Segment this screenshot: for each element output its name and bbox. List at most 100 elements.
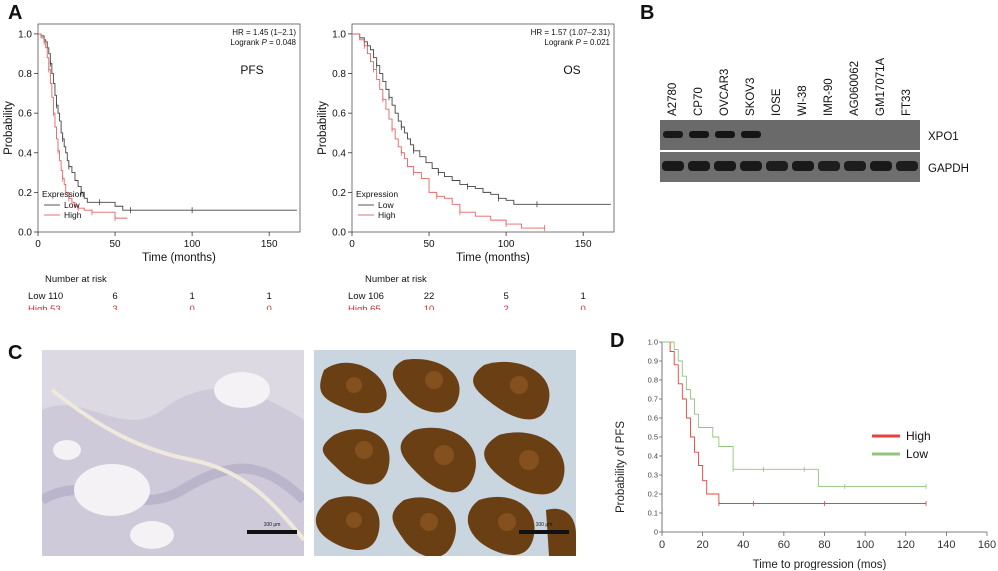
x-tick-label: 50 bbox=[109, 239, 121, 250]
scale-label-high: 100 μm bbox=[536, 522, 553, 528]
gapdh-band bbox=[662, 161, 684, 171]
xpo1-band bbox=[663, 131, 683, 138]
y-axis-label: Probability of PFS bbox=[615, 421, 627, 513]
gapdh-band bbox=[792, 161, 814, 171]
gapdh-band bbox=[714, 161, 736, 171]
km-plot-d: 0 0.1 0.2 0.3 0.4 0.5 0.6 0.7 0.8 0.9 1.0 0 20 40 60 80… bbox=[615, 338, 996, 571]
xpo1-band bbox=[741, 131, 761, 138]
km-curve-low bbox=[352, 33, 611, 205]
panel-letter-b: B bbox=[640, 2, 655, 24]
y-tick-label: 0.6 bbox=[648, 414, 658, 423]
plot-frame bbox=[37, 23, 301, 233]
ihc-image-low: 100 μm bbox=[42, 350, 304, 556]
lane-label: OVCAR3 bbox=[719, 69, 731, 116]
x-axis-label: Time (months) bbox=[456, 252, 530, 264]
y-tick-label: 0.8 bbox=[18, 69, 32, 80]
y-tick-label: 0 bbox=[654, 528, 658, 537]
x-tick-label: 80 bbox=[818, 539, 830, 551]
lane-label: WI-38 bbox=[797, 85, 809, 116]
y-tick-label: 0.4 bbox=[648, 452, 658, 461]
y-tick-label: 0.7 bbox=[648, 395, 658, 404]
y-tick-label: 0.1 bbox=[648, 509, 658, 518]
legend-label: High bbox=[378, 210, 396, 220]
x-tick-label: 160 bbox=[978, 539, 996, 551]
risk-value: 1 bbox=[267, 291, 272, 302]
x-tick-label: 100 bbox=[184, 239, 201, 250]
x-axis-label: Time to progression (mos) bbox=[753, 559, 887, 570]
x-tick-label: 20 bbox=[697, 539, 709, 551]
lane-label: GM17071A bbox=[875, 57, 887, 116]
logrank-text: Logrank P = 0.021 bbox=[544, 38, 610, 47]
x-tick-label: 0 bbox=[349, 239, 355, 250]
x-tick-label: 120 bbox=[897, 539, 915, 551]
y-tick-label: 0.2 bbox=[648, 490, 658, 499]
panel-letter-d: D bbox=[610, 330, 625, 352]
legend-label: Low bbox=[378, 200, 394, 210]
x-tick-label: 0 bbox=[659, 539, 665, 551]
legend-label: Low bbox=[906, 447, 928, 461]
risk-value: 5 bbox=[503, 291, 508, 302]
legend-title: Expression bbox=[42, 189, 84, 199]
gapdh-band bbox=[844, 161, 866, 171]
x-tick-label: 60 bbox=[778, 539, 790, 551]
western-blot: A2780 CP70 OVCAR3 SKOV3 IOSE WI-38 IMR-90 AG060… bbox=[660, 57, 969, 182]
y-tick-label: 0.2 bbox=[18, 188, 32, 199]
y-tick-label: 0.5 bbox=[648, 433, 658, 442]
gapdh-band bbox=[688, 161, 710, 171]
risk-row-label: High 53 bbox=[28, 304, 61, 310]
lane-label: FT33 bbox=[901, 89, 913, 116]
km-curve-high bbox=[662, 341, 927, 504]
y-tick-label: 0.0 bbox=[332, 228, 346, 239]
risk-row-label: Low 110 bbox=[28, 291, 63, 302]
ihc-high-texture: 100 μm bbox=[314, 350, 576, 556]
gapdh-band bbox=[896, 161, 918, 171]
legend-label: High bbox=[64, 210, 82, 220]
y-axis-label: Probability bbox=[3, 101, 15, 155]
y-tick-label: 0.4 bbox=[332, 148, 346, 159]
risk-title: Number at risk bbox=[365, 274, 427, 285]
lane-label: CP70 bbox=[693, 87, 705, 116]
y-tick-label: 0.0 bbox=[18, 228, 32, 239]
x-tick-label: 150 bbox=[575, 239, 592, 250]
y-tick-label: 0.6 bbox=[18, 109, 32, 120]
curve-label: PFS bbox=[240, 63, 263, 77]
scale-label-low: 100 μm bbox=[264, 522, 281, 528]
y-tick-label: 0.9 bbox=[648, 357, 658, 366]
y-tick-label: 0.8 bbox=[332, 69, 346, 80]
lane-label: A2780 bbox=[667, 83, 679, 116]
risk-value: 2 bbox=[503, 304, 508, 310]
ihc-low-texture: 100 μm bbox=[42, 350, 304, 556]
x-tick-label: 140 bbox=[937, 539, 955, 551]
risk-value: 0 bbox=[267, 304, 272, 310]
x-axis-label: Time (months) bbox=[142, 252, 216, 264]
xpo1-label: XPO1 bbox=[928, 131, 959, 143]
logrank-text: Logrank P = 0.048 bbox=[230, 38, 296, 47]
ihc-image-high: 100 μm bbox=[314, 350, 576, 556]
km-curve-high bbox=[38, 33, 128, 219]
x-tick-label: 0 bbox=[35, 239, 41, 250]
x-tick-label: 50 bbox=[423, 239, 435, 250]
risk-value: 1 bbox=[189, 291, 194, 302]
plot-frame bbox=[351, 23, 615, 233]
legend-title: Expression bbox=[356, 189, 398, 199]
y-tick-label: 0.3 bbox=[648, 471, 658, 480]
legend-label: Low bbox=[64, 200, 80, 210]
x-tick-label: 100 bbox=[856, 539, 874, 551]
gapdh-band bbox=[870, 161, 892, 171]
risk-value: 6 bbox=[112, 291, 117, 302]
x-tick-label: 150 bbox=[261, 239, 278, 250]
y-tick-label: 1.0 bbox=[648, 338, 658, 347]
risk-value: 10 bbox=[424, 304, 435, 310]
hr-text: HR = 1.45 (1–2.1) bbox=[232, 28, 296, 37]
xpo1-band bbox=[689, 131, 709, 138]
risk-title: Number at risk bbox=[45, 274, 107, 285]
y-tick-label: 0.4 bbox=[18, 148, 32, 159]
gapdh-band bbox=[818, 161, 840, 171]
lane-label: SKOV3 bbox=[745, 78, 757, 116]
y-axis-label: Probability bbox=[317, 101, 329, 155]
gapdh-label: GAPDH bbox=[928, 163, 969, 175]
y-tick-label: 0.6 bbox=[332, 109, 346, 120]
gapdh-band bbox=[740, 161, 762, 171]
lane-label: IMR-90 bbox=[823, 78, 835, 116]
